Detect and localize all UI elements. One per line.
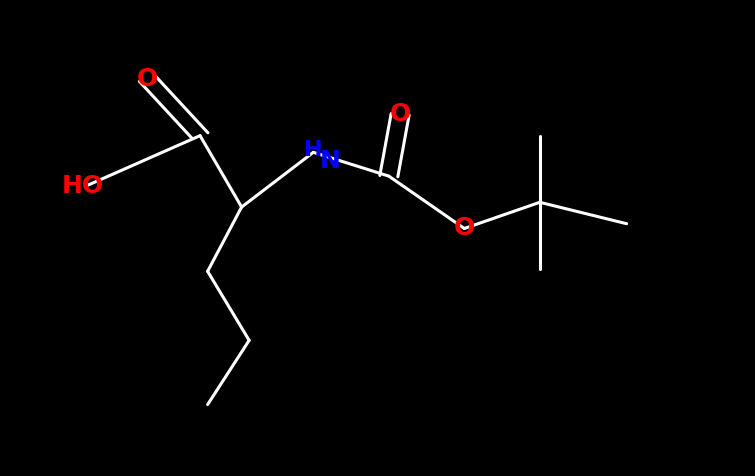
Text: O: O — [137, 67, 158, 90]
Text: H: H — [304, 140, 322, 160]
Text: O: O — [390, 102, 411, 126]
Text: N: N — [319, 149, 341, 173]
Text: HO: HO — [62, 174, 104, 198]
Text: O: O — [454, 217, 475, 240]
